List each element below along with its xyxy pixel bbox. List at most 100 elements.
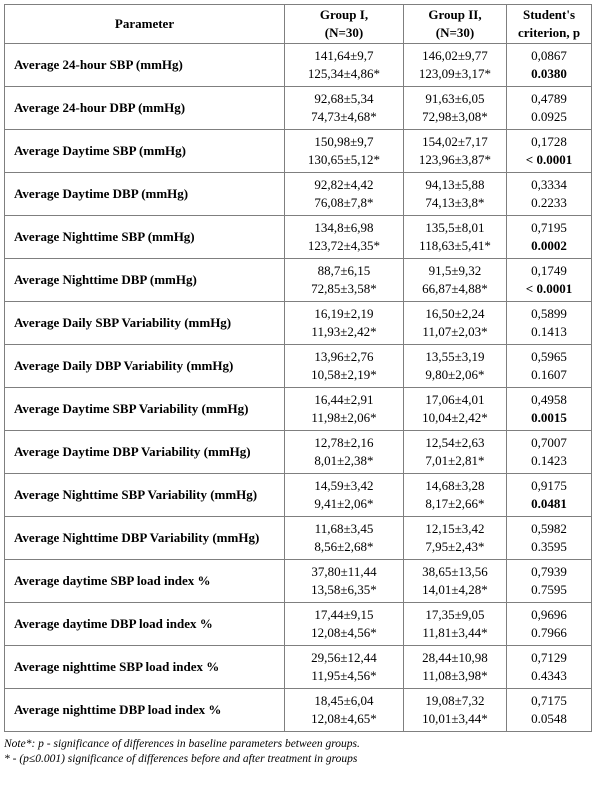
- table-row: Average daytime SBP load index % 37,80±11…: [4, 559, 592, 603]
- group-2-cell: 17,35±9,05 11,81±3,44*: [403, 602, 507, 646]
- p-value-after: 0.4343: [531, 668, 567, 683]
- p-value-after: 0.0002: [531, 238, 567, 253]
- table-row: Average Daytime SBP (mmHg) 150,98±9,7 130,…: [4, 129, 592, 173]
- group-1-after-value: 74,73±4,68*: [311, 109, 377, 124]
- group-1-after-value: 125,34±4,86*: [307, 66, 381, 81]
- header-p-line-2: criterion, p: [517, 25, 581, 40]
- header-p-line-1: Student's: [522, 7, 576, 22]
- group-1-cell: 150,98±9,7 130,65±5,12*: [284, 129, 404, 173]
- table-row: Average Nighttime DBP (mmHg) 88,7±6,15 72,…: [4, 258, 592, 302]
- table-row: Average nighttime DBP load index % 18,45±…: [4, 688, 592, 732]
- group-2-before-value: 38,65±13,56: [422, 564, 488, 579]
- p-value-cell: 0,9175 0.0481: [506, 473, 592, 517]
- group-2-after-value: 10,04±2,42*: [422, 410, 488, 425]
- group-2-before-value: 17,06±4,01: [425, 392, 485, 407]
- group-2-before-value: 12,15±3,42: [425, 521, 485, 536]
- group-2-before-value: 16,50±2,24: [425, 306, 485, 321]
- group-2-after-value: 66,87±4,88*: [422, 281, 488, 296]
- header-group-2-title: Group II,: [428, 7, 482, 22]
- table-row: Average Daily SBP Variability (mmHg) 16,1…: [4, 301, 592, 345]
- p-value-after: 0.3595: [531, 539, 567, 554]
- group-1-after-value: 11,95±4,56*: [311, 668, 377, 683]
- group-1-before-value: 16,19±2,19: [314, 306, 374, 321]
- group-1-cell: 18,45±6,04 12,08±4,65*: [284, 688, 404, 732]
- group-1-cell: 141,64±9,7 125,34±4,86*: [284, 43, 404, 87]
- p-value-after: < 0.0001: [525, 281, 573, 296]
- group-2-after-value: 72,98±3,08*: [422, 109, 488, 124]
- group-2-cell: 12,54±2,63 7,01±2,81*: [403, 430, 507, 474]
- header-group-2-n: (N=30): [435, 25, 475, 40]
- p-value-after: 0.1423: [531, 453, 567, 468]
- p-value-cell: 0,7939 0.7595: [506, 559, 592, 603]
- group-1-before-value: 92,68±5,34: [314, 91, 374, 106]
- parameter-cell: Average nighttime SBP load index %: [4, 645, 285, 689]
- header-parameter: Parameter: [4, 4, 285, 44]
- group-2-cell: 94,13±5,88 74,13±3,8*: [403, 172, 507, 216]
- p-value-baseline: 0,4958: [531, 392, 567, 407]
- group-1-before-value: 13,96±2,76: [314, 349, 374, 364]
- p-value-after: 0.2233: [531, 195, 567, 210]
- group-2-before-value: 94,13±5,88: [425, 177, 485, 192]
- p-value-baseline: 0,3334: [531, 177, 567, 192]
- group-1-cell: 16,19±2,19 11,93±2,42*: [284, 301, 404, 345]
- group-2-cell: 16,50±2,24 11,07±2,03*: [403, 301, 507, 345]
- group-2-after-value: 10,01±3,44*: [422, 711, 488, 726]
- header-p-value: Student's criterion, p: [506, 4, 592, 44]
- p-value-after: 0.1413: [531, 324, 567, 339]
- parameter-cell: Average Daily DBP Variability (mmHg): [4, 344, 285, 388]
- p-value-baseline: 0,7939: [531, 564, 567, 579]
- p-value-baseline: 0,1728: [531, 134, 567, 149]
- parameter-cell: Average Nighttime DBP (mmHg): [4, 258, 285, 302]
- group-2-before-value: 146,02±9,77: [422, 48, 488, 63]
- group-1-before-value: 134,8±6,98: [314, 220, 374, 235]
- p-value-after: 0.7595: [531, 582, 567, 597]
- p-value-cell: 0,3334 0.2233: [506, 172, 592, 216]
- group-1-after-value: 11,93±2,42*: [311, 324, 377, 339]
- p-value-cell: 0,1749 < 0.0001: [506, 258, 592, 302]
- group-2-cell: 91,63±6,05 72,98±3,08*: [403, 86, 507, 130]
- p-value-after: 0.0380: [531, 66, 567, 81]
- group-2-after-value: 118,63±5,41*: [419, 238, 491, 253]
- group-2-cell: 135,5±8,01 118,63±5,41*: [403, 215, 507, 259]
- header-group-1-title: Group I,: [319, 7, 369, 22]
- group-2-after-value: 123,09±3,17*: [418, 66, 492, 81]
- group-1-after-value: 76,08±7,8*: [314, 195, 374, 210]
- group-1-after-value: 12,08±4,56*: [311, 625, 377, 640]
- p-value-baseline: 0,5899: [531, 306, 567, 321]
- group-2-cell: 38,65±13,56 14,01±4,28*: [403, 559, 507, 603]
- group-1-cell: 134,8±6,98 123,72±4,35*: [284, 215, 404, 259]
- group-1-before-value: 17,44±9,15: [314, 607, 374, 622]
- p-value-cell: 0,1728 < 0.0001: [506, 129, 592, 173]
- parameter-cell: Average daytime SBP load index %: [4, 559, 285, 603]
- group-2-cell: 154,02±7,17 123,96±3,87*: [403, 129, 507, 173]
- document: Parameter Group I, (N=30) Group II, (N=3…: [4, 4, 592, 767]
- group-2-after-value: 7,95±2,43*: [425, 539, 485, 554]
- p-value-after: 0.0925: [531, 109, 567, 124]
- group-1-cell: 13,96±2,76 10,58±2,19*: [284, 344, 404, 388]
- group-2-cell: 28,44±10,98 11,08±3,98*: [403, 645, 507, 689]
- group-1-cell: 29,56±12,44 11,95±4,56*: [284, 645, 404, 689]
- parameter-cell: Average Daytime DBP (mmHg): [4, 172, 285, 216]
- group-1-cell: 16,44±2,91 11,98±2,06*: [284, 387, 404, 431]
- table-row: Average 24-hour SBP (mmHg) 141,64±9,7 125,…: [4, 43, 592, 87]
- table-notes: Note*: p - significance of differences i…: [4, 737, 591, 767]
- group-2-after-value: 7,01±2,81*: [425, 453, 485, 468]
- results-table: Parameter Group I, (N=30) Group II, (N=3…: [4, 4, 592, 732]
- p-value-after: 0.0481: [531, 496, 567, 511]
- p-value-baseline: 0,1749: [531, 263, 567, 278]
- parameter-cell: Average daytime DBP load index %: [4, 602, 285, 646]
- p-value-baseline: 0,0867: [531, 48, 567, 63]
- group-1-cell: 37,80±11,44 13,58±6,35*: [284, 559, 404, 603]
- group-1-before-value: 11,68±3,45: [314, 521, 374, 536]
- p-value-cell: 0,7007 0.1423: [506, 430, 592, 474]
- group-1-before-value: 29,56±12,44: [311, 650, 377, 665]
- group-1-after-value: 8,56±2,68*: [314, 539, 374, 554]
- p-value-after: 0.0015: [531, 410, 567, 425]
- group-1-after-value: 8,01±2,38*: [314, 453, 374, 468]
- p-value-cell: 0,5899 0.1413: [506, 301, 592, 345]
- group-2-before-value: 91,5±9,32: [428, 263, 482, 278]
- group-1-after-value: 123,72±4,35*: [307, 238, 381, 253]
- p-value-cell: 0,4789 0.0925: [506, 86, 592, 130]
- p-value-baseline: 0,7175: [531, 693, 567, 708]
- p-value-cell: 0,0867 0.0380: [506, 43, 592, 87]
